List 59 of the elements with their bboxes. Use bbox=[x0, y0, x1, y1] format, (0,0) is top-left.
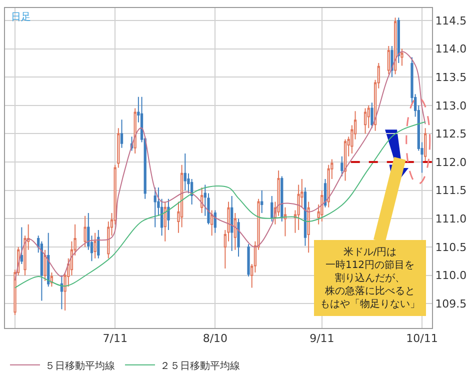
y-tick-label: 114.0 bbox=[435, 42, 467, 56]
candlestick bbox=[234, 212, 236, 250]
candlestick bbox=[280, 176, 284, 222]
candlestick bbox=[230, 196, 234, 252]
legend-label: ５日移動平均線 bbox=[45, 360, 115, 372]
x-tick-label: 10/11 bbox=[406, 332, 438, 346]
y-tick-label: 111.5 bbox=[435, 184, 467, 198]
candlestick bbox=[210, 210, 214, 236]
annotation: 米ドル/円は一時112円の節目を割り込んだが、株の急落に比べるともはや「物足りない」 bbox=[320, 246, 420, 310]
candlestick bbox=[84, 215, 86, 248]
candlestick bbox=[424, 128, 427, 163]
candlestick bbox=[344, 138, 347, 182]
candlestick bbox=[20, 226, 23, 264]
candlestick bbox=[307, 201, 310, 254]
candlestick bbox=[50, 272, 54, 288]
candlestick bbox=[320, 190, 324, 222]
y-tick-label: 113.0 bbox=[435, 99, 467, 112]
y-tick-label: 112.0 bbox=[435, 156, 467, 169]
candlestick bbox=[370, 102, 374, 129]
candlestick bbox=[97, 230, 100, 259]
candlestick bbox=[214, 210, 216, 234]
candlestick bbox=[400, 48, 404, 66]
candlestick bbox=[47, 232, 50, 288]
candlestick bbox=[324, 178, 327, 208]
x-tick-label: 7/11 bbox=[102, 332, 128, 346]
annotation: 日足 bbox=[11, 12, 31, 23]
candlestick bbox=[237, 218, 240, 258]
legend-label: ２５日移動平均線 bbox=[160, 360, 240, 372]
candlestick bbox=[94, 232, 96, 259]
candlestick bbox=[340, 156, 344, 177]
candlestick bbox=[394, 17, 397, 75]
candlestick bbox=[270, 196, 274, 222]
candlestick bbox=[260, 190, 264, 214]
candlestick bbox=[44, 249, 46, 282]
x-tick-label: 8/10 bbox=[202, 332, 228, 346]
candlestick bbox=[397, 17, 400, 64]
candlestick bbox=[184, 153, 186, 191]
candlestick bbox=[167, 198, 170, 231]
y-tick-label: 109.5 bbox=[435, 298, 467, 310]
candlestick bbox=[200, 187, 204, 214]
y-tick-label: 114.5 bbox=[435, 14, 467, 28]
x-tick-label: 9/11 bbox=[310, 332, 334, 346]
candlestick bbox=[60, 274, 64, 310]
candlestick bbox=[134, 108, 136, 154]
candlestick bbox=[364, 108, 367, 134]
y-tick-label: 110.0 bbox=[435, 269, 467, 282]
y-tick-label: 110.5 bbox=[435, 240, 467, 254]
candlestick bbox=[304, 187, 307, 246]
y-tick-label: 113.5 bbox=[435, 70, 467, 84]
candlestick bbox=[120, 119, 124, 148]
candlestick bbox=[387, 45, 390, 75]
candlestick bbox=[154, 187, 156, 228]
y-tick-label: 112.5 bbox=[435, 128, 467, 141]
candlestick bbox=[284, 206, 287, 237]
candlestick bbox=[247, 244, 250, 277]
y-tick-label: 111.0 bbox=[435, 212, 467, 226]
candlestick bbox=[164, 201, 166, 242]
candlestick bbox=[390, 45, 394, 78]
line-series bbox=[14, 51, 426, 281]
